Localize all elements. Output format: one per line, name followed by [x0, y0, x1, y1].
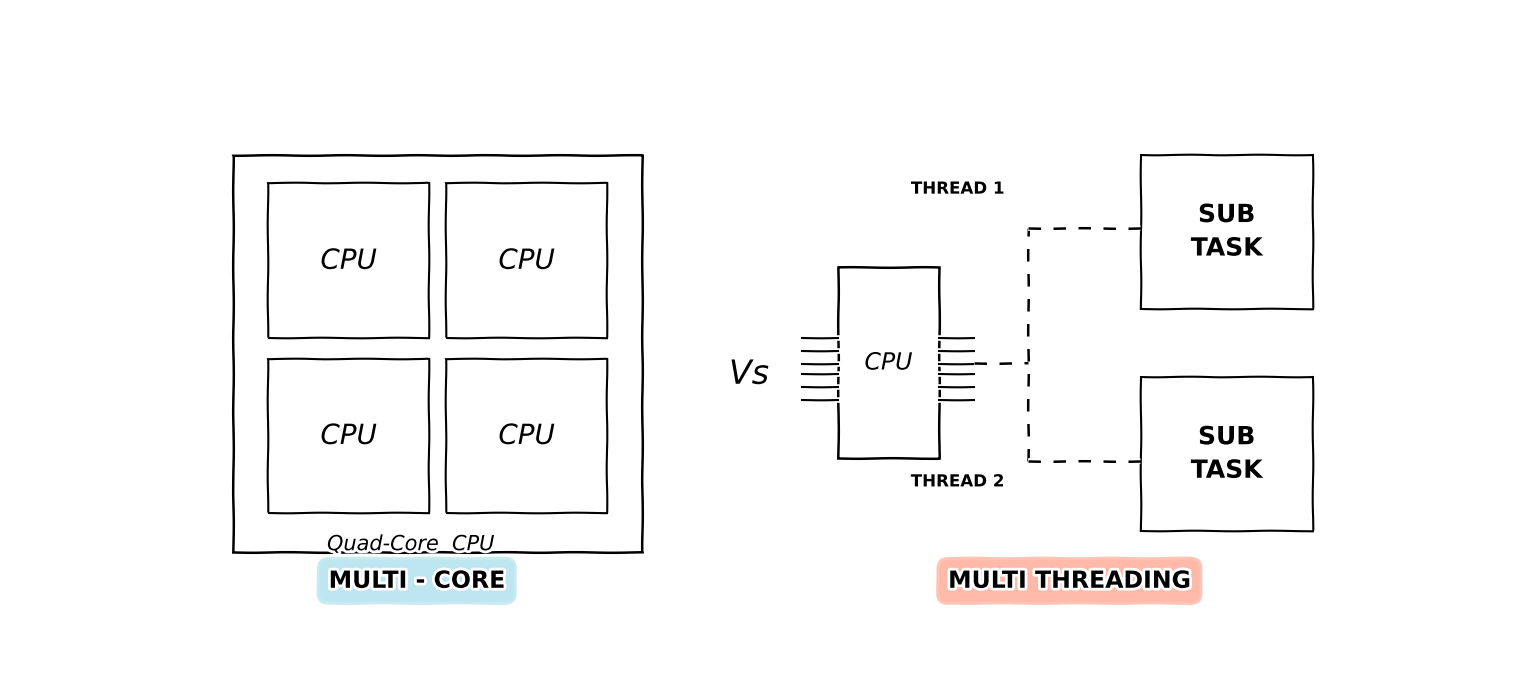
Text: CPU: CPU	[320, 422, 377, 450]
Text: MULTI - CORE: MULTI - CORE	[329, 569, 505, 593]
Text: CPU: CPU	[865, 350, 912, 375]
Text: SUB
TASK: SUB TASK	[1191, 203, 1263, 261]
Text: SUB
TASK: SUB TASK	[1191, 425, 1263, 483]
Bar	[233, 155, 643, 552]
Bar	[837, 267, 939, 458]
Text: CPU: CPU	[499, 246, 554, 275]
Text: CPU: CPU	[499, 422, 554, 450]
Text: Vs: Vs	[729, 358, 769, 391]
Text: THREAD 2: THREAD 2	[911, 473, 1004, 490]
Text: THREAD 1: THREAD 1	[911, 180, 1004, 198]
Bar	[268, 183, 429, 337]
Bar	[1141, 377, 1312, 531]
Text: CPU: CPU	[320, 246, 377, 275]
Text: MULTI THREADING: MULTI THREADING	[948, 569, 1191, 593]
Bar	[447, 359, 606, 513]
Bar	[447, 183, 606, 337]
Bar	[1141, 155, 1312, 309]
Text: Quad-Core  CPU: Quad-Core CPU	[328, 534, 495, 554]
Bar	[268, 359, 429, 513]
